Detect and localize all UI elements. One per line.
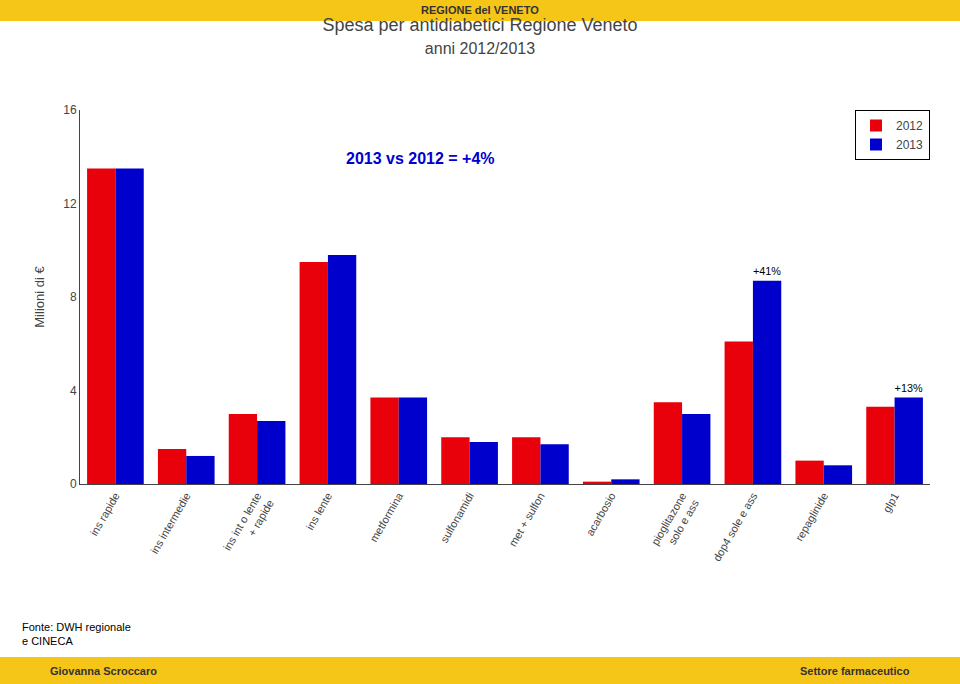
svg-text:4: 4 bbox=[70, 384, 77, 398]
svg-text:+13%: +13% bbox=[895, 382, 923, 394]
svg-text:pioglitazonesolo e ass: pioglitazonesolo e ass bbox=[649, 490, 701, 554]
svg-text:2013: 2013 bbox=[896, 138, 923, 152]
svg-text:8: 8 bbox=[70, 290, 77, 304]
svg-text:0: 0 bbox=[70, 477, 77, 491]
svg-text:ins lente: ins lente bbox=[304, 490, 335, 531]
svg-text:acarbosio: acarbosio bbox=[584, 490, 618, 537]
svg-text:Giovanna Scroccaro: Giovanna Scroccaro bbox=[50, 665, 157, 677]
svg-text:Fonte: DWH regionalee CINECA: Fonte: DWH regionalee CINECA bbox=[22, 621, 131, 647]
svg-text:+41%: +41% bbox=[753, 265, 781, 277]
svg-text:metformina: metformina bbox=[367, 490, 405, 544]
svg-text:ins rapide: ins rapide bbox=[88, 490, 122, 537]
svg-text:16: 16 bbox=[63, 103, 77, 117]
svg-text:sulfonamidi: sulfonamidi bbox=[438, 490, 476, 544]
svg-text:Milioni di €: Milioni di € bbox=[32, 266, 47, 328]
svg-text:12: 12 bbox=[63, 197, 77, 211]
svg-text:REGIONE del VENETO: REGIONE del VENETO bbox=[421, 4, 539, 16]
svg-text:2012: 2012 bbox=[896, 119, 923, 133]
svg-text:ins intermedie: ins intermedie bbox=[148, 490, 193, 555]
svg-text:dop4 sole e ass: dop4 sole e ass bbox=[710, 490, 759, 563]
svg-text:Settore farmaceutico: Settore farmaceutico bbox=[800, 665, 910, 677]
svg-text:ins int o lente+ rapide: ins int o lente+ rapide bbox=[221, 490, 276, 559]
svg-text:met + sulfon: met + sulfon bbox=[506, 490, 547, 548]
svg-text:glp1: glp1 bbox=[880, 490, 901, 514]
svg-text:Spesa per antidiabetici Region: Spesa per antidiabetici Regione Venetoan… bbox=[322, 15, 637, 57]
svg-text:repaglinide: repaglinide bbox=[793, 490, 830, 543]
svg-text:2013 vs 2012 = +4%: 2013 vs 2012 = +4% bbox=[346, 150, 495, 167]
